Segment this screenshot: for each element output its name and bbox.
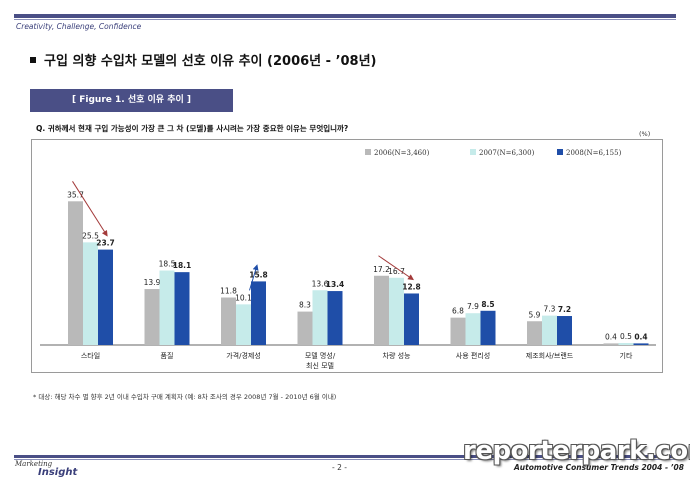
category-label: 차량 성능 [383, 351, 412, 360]
bar [221, 297, 236, 345]
bar-value-label: 35.7 [67, 190, 84, 199]
category-label: 가격/경제성 [226, 351, 261, 360]
page-number: - 2 - [332, 463, 347, 472]
bar-value-label: 13.4 [326, 280, 345, 289]
trend-arrow [72, 181, 108, 237]
category-label: 기타 [620, 351, 633, 360]
bar-value-label: 12.8 [402, 282, 421, 291]
bar [389, 277, 404, 345]
trend-arrow [249, 264, 259, 291]
bar-value-label: 17.2 [373, 265, 390, 274]
section-title-text: 구입 의향 수입차 모델의 선호 이유 추이 (2006년 - ’08년) [44, 54, 377, 69]
bar-chart: 2006(N=3,460) 2007(N=6,300) 2008(N=6,155) … [40, 149, 656, 370]
bar [68, 201, 83, 345]
bar-value-label: 7.3 [544, 305, 556, 314]
bar-value-label: 18.1 [173, 261, 192, 270]
bar-value-label: 7.2 [558, 305, 571, 314]
square-bullet-icon [30, 56, 36, 63]
chart-frame: 2006(N=3,460) 2007(N=6,300) 2008(N=6,155) … [31, 139, 663, 373]
bar [236, 304, 251, 345]
trend-arrow [378, 255, 414, 281]
header-bar [14, 14, 676, 18]
watermark: reporterpark.com [463, 436, 690, 466]
bar [144, 289, 160, 345]
bar [404, 293, 419, 345]
category-label: 사용 편리성 [456, 351, 490, 360]
legend-label: 2006(N=3,460) [374, 149, 430, 157]
bar [603, 343, 619, 345]
logo-small-text: Marketing [15, 460, 53, 468]
unit-label: (%) [639, 130, 651, 138]
survey-question: Q. 귀하께서 현재 구입 가능성이 가장 큰 그 차 (모델)를 사시려는 가… [36, 124, 349, 133]
bar [174, 272, 190, 345]
bar [327, 291, 343, 345]
bar-value-label: 13.6 [312, 279, 329, 288]
bar-value-label: 25.5 [82, 231, 99, 240]
chart-legend: 2006(N=3,460) 2007(N=6,300) 2008(N=6,155) [365, 149, 622, 157]
bar-value-label: 10.1 [235, 293, 252, 302]
footer-rule [14, 459, 676, 460]
bar-value-label: 6.8 [452, 307, 464, 316]
bar-value-label: 18.5 [159, 260, 176, 269]
category-label: 최신 모델 [306, 361, 334, 370]
logo-big-text: Insight [38, 467, 78, 478]
category-label: 모델 명성/ [305, 351, 336, 360]
bar-value-label: 13.9 [144, 278, 161, 287]
bar-value-label: 5.9 [529, 310, 541, 319]
bar-value-label: 23.7 [96, 239, 115, 248]
bar [159, 270, 175, 345]
bar [542, 315, 557, 345]
bar-value-label: 8.3 [299, 301, 311, 310]
trend-arrows [72, 181, 414, 291]
bar-value-label: 8.5 [481, 300, 494, 309]
bar-value-label: 0.4 [634, 332, 647, 341]
marketing-insight-logo: Marketing Insight [15, 459, 105, 479]
section-title: 구입 의향 수입차 모델의 선호 이유 추이 (2006년 - ’08년) [30, 50, 377, 69]
bar [465, 313, 481, 345]
legend-label: 2007(N=6,300) [479, 149, 535, 157]
bar-value-label: 16.7 [388, 267, 405, 276]
header-rule [14, 19, 676, 20]
header-tagline: Creativity, Challenge, Confidence [16, 22, 142, 31]
footer-bar [14, 455, 676, 458]
legend-label: 2008(N=6,155) [566, 149, 622, 157]
bar-value-label: 0.4 [605, 332, 617, 341]
bar [98, 249, 113, 345]
legend-swatch [470, 149, 476, 155]
bar [83, 242, 98, 345]
bar [312, 290, 328, 345]
figure-label: [ Figure 1. 선호 이유 추이 ] [30, 89, 233, 112]
legend-swatch [557, 149, 563, 155]
legend-swatch [365, 149, 371, 155]
bar [527, 321, 542, 345]
category-label: 스타일 [81, 351, 100, 360]
bar-value-label: 7.9 [467, 302, 479, 311]
bar-value-label: 15.8 [249, 270, 268, 279]
category-label: 품질 [161, 352, 174, 360]
footnote: * 대상: 해당 차수 별 향후 2년 이내 수입차 구매 계획자 (예: 8차… [33, 393, 337, 401]
bar-value-label: 0.5 [620, 332, 632, 341]
category-label: 제조회사/브랜드 [526, 351, 574, 360]
bar [297, 311, 313, 345]
footer-report-title: Automotive Consumer Trends 2004 - ’08 [514, 463, 684, 472]
bar [480, 310, 496, 345]
bar [450, 317, 466, 345]
bar [633, 343, 649, 345]
bar [618, 342, 634, 345]
bar [251, 281, 266, 345]
bar-value-label: 11.8 [220, 287, 237, 296]
bar [557, 316, 572, 345]
chart-bars: 35.7 25.523.7 스타일 13.9 18.518.1 품질 11.810.1 15.… [40, 190, 656, 370]
bar [374, 275, 389, 345]
